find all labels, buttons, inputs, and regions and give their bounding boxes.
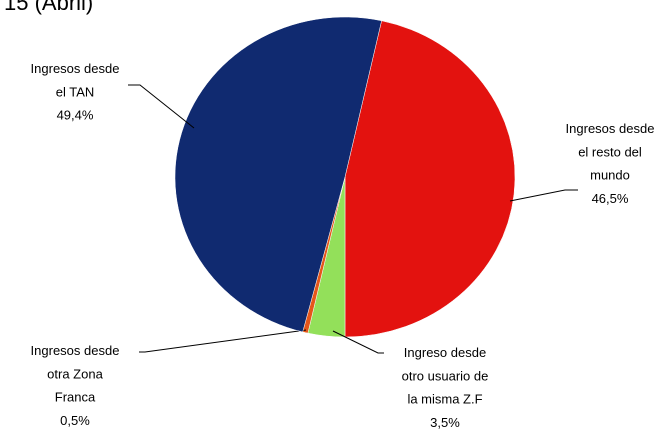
slice-value-label: 46,5% — [592, 191, 629, 206]
slice-label: Ingresos desde el TAN — [31, 61, 120, 99]
slice-label: Ingresos desde otra Zona Franca — [31, 343, 120, 405]
slice-label: Ingreso desde otro usuario de la misma Z.F — [402, 345, 489, 407]
slice-value-label: 0,5% — [60, 413, 90, 428]
slice-label: Ingresos desde el resto del mundo — [566, 121, 655, 183]
leader-line — [509, 189, 578, 202]
chart-title: 15 (Abril) — [4, 0, 93, 15]
pie-slice — [174, 16, 382, 333]
pie-slice — [344, 20, 516, 338]
slice-value-label: 49,4% — [57, 108, 94, 123]
leader-line — [332, 330, 384, 354]
leader-line — [139, 329, 307, 353]
slice-value-label: 3,5% — [430, 415, 460, 430]
leader-line — [128, 84, 195, 129]
